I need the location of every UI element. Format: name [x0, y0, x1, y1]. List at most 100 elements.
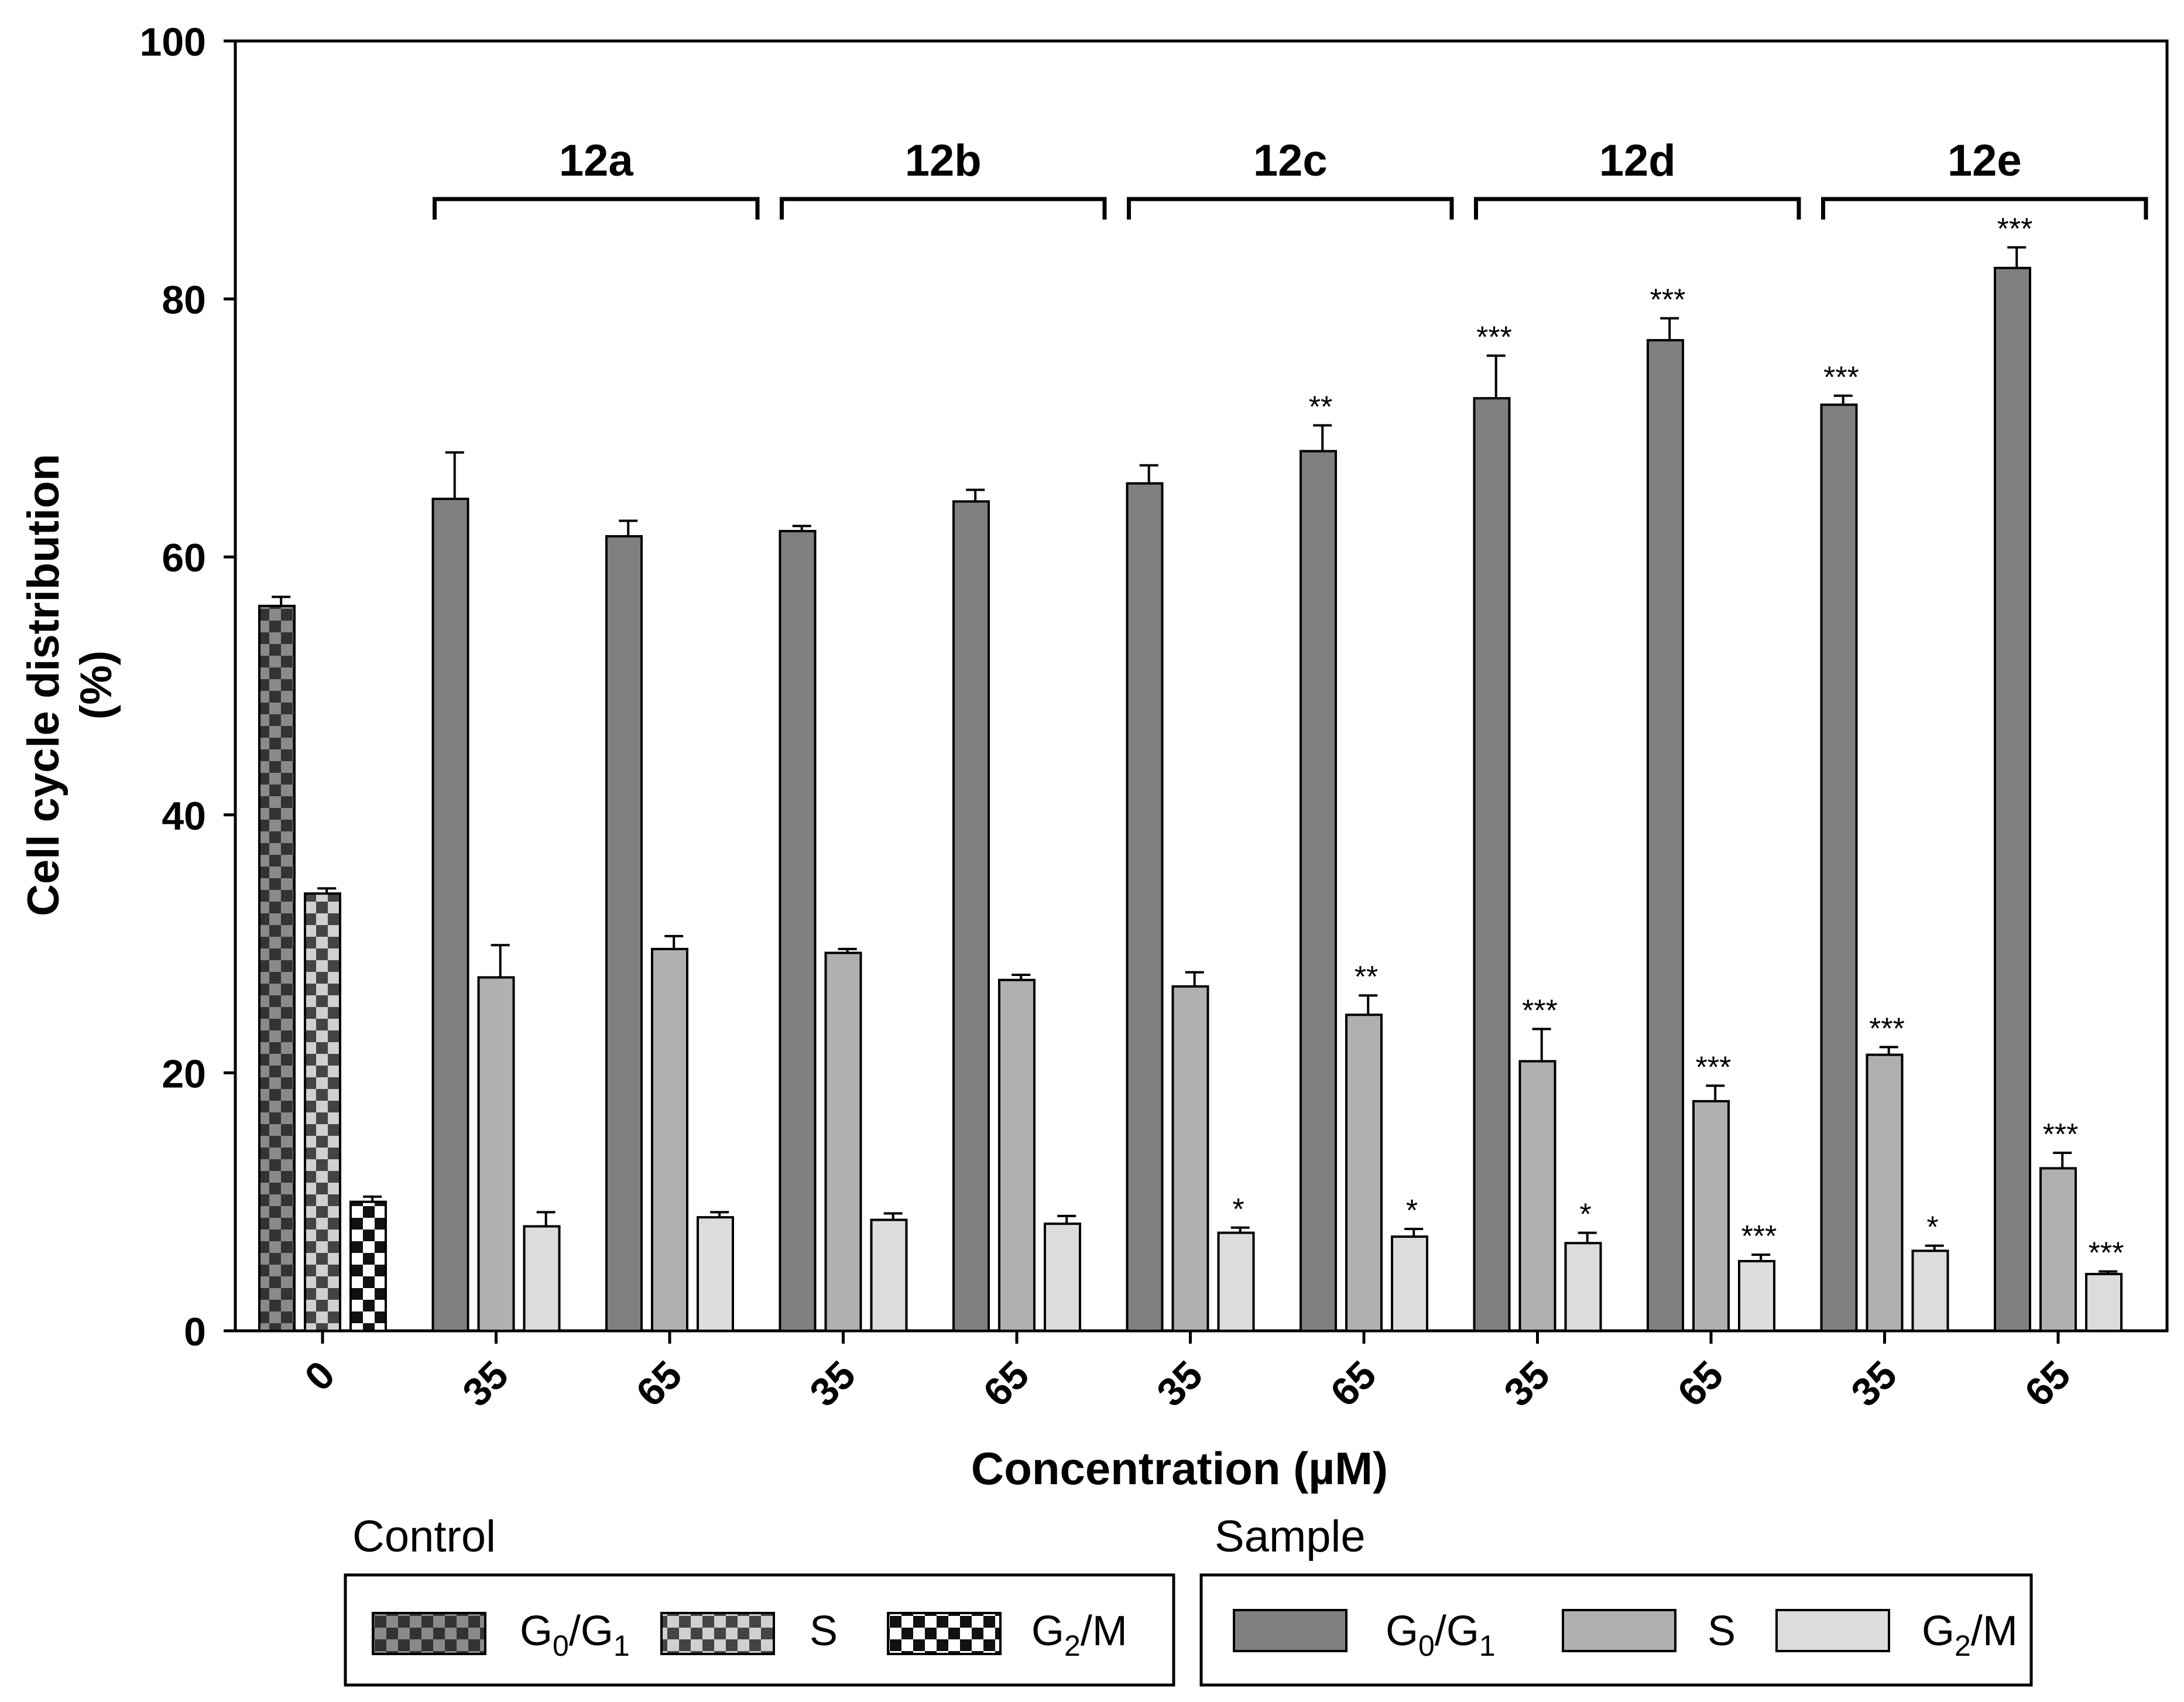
bar-g0-g1	[1126, 482, 1164, 1332]
x-tick-label: 35	[801, 1352, 864, 1415]
significance-mark: ***	[1696, 1050, 1732, 1084]
group-bracket	[1474, 197, 1801, 220]
significance-mark: ***	[1997, 212, 2033, 246]
group-brackets: 12a 12b 12c 12d 12e	[433, 136, 2148, 220]
legend-swatch-sample	[1562, 1609, 1676, 1652]
bars	[258, 266, 2123, 1333]
x-tick-label: 65	[1669, 1352, 1732, 1415]
bar-s	[1171, 985, 1209, 1332]
bar-g0-g1	[1473, 397, 1511, 1333]
bar-g2-m	[523, 1225, 561, 1332]
significance-mark: ***	[1650, 283, 1686, 317]
bar-g0-g1	[952, 500, 990, 1333]
bar-g0-g1	[605, 535, 643, 1332]
bar-s	[1345, 1013, 1383, 1332]
bar-g2-m	[349, 1200, 387, 1332]
x-tick-label: 35	[1843, 1352, 1905, 1415]
significance-marks: **************************************	[1232, 212, 2124, 1270]
legend-label: G2/M	[1031, 1608, 1127, 1662]
legend-entries: G0/G1 G0/G1 S S G2/M G2/M	[372, 1608, 2018, 1662]
bar-g2-m	[1738, 1260, 1775, 1333]
legend-swatch-sample	[1775, 1609, 1890, 1652]
bar-s	[2039, 1167, 2077, 1332]
bar-s	[1866, 1053, 1904, 1332]
group-label: 12c	[1253, 136, 1328, 186]
significance-mark: **	[1309, 390, 1332, 424]
group-bracket	[1127, 197, 1454, 220]
x-tick-label: 35	[1496, 1352, 1558, 1415]
y-tick-label: 60	[162, 536, 206, 580]
bar-s	[651, 947, 688, 1332]
y-tick-label: 40	[162, 794, 206, 838]
bar-g0-g1	[258, 604, 296, 1332]
bar-g0-g1	[1994, 266, 2031, 1332]
bar-g2-m	[870, 1218, 908, 1332]
bar-g0-g1	[1820, 403, 1858, 1332]
group-bracket	[780, 197, 1107, 220]
legend-label: S	[810, 1608, 838, 1655]
legend-label: S	[1708, 1608, 1736, 1655]
significance-mark: ***	[1476, 321, 1512, 355]
legend-label: G0/G1	[1386, 1608, 1496, 1662]
legend-label: G2/M	[1922, 1608, 2018, 1662]
significance-mark: ***	[1522, 994, 1558, 1028]
x-tick-label: 35	[454, 1352, 517, 1415]
group-bracket	[433, 197, 760, 220]
bar-g2-m	[2085, 1273, 2123, 1333]
significance-mark: *	[1232, 1193, 1244, 1227]
y-tick-label: 80	[162, 278, 206, 323]
x-tick-label: 35	[1148, 1352, 1211, 1415]
significance-mark: *	[1926, 1211, 1938, 1245]
bar-s	[1518, 1060, 1556, 1332]
significance-mark: *	[1406, 1194, 1418, 1228]
bar-s	[824, 951, 862, 1332]
x-tick-label: 65	[975, 1352, 1037, 1415]
y-tick-label: 0	[184, 1310, 206, 1354]
bar-g2-m	[1911, 1249, 1949, 1333]
x-tick-labels: 0 35 65 35 65 35 65 35 65 35 65	[296, 1352, 2079, 1415]
significance-mark: **	[1355, 960, 1378, 994]
y-tick-label: 100	[140, 20, 206, 64]
bar-g2-m	[1564, 1242, 1602, 1333]
error-bars	[272, 246, 2118, 1275]
group-label: 12b	[905, 136, 982, 186]
group-label: 12a	[559, 136, 634, 186]
group-bracket	[1821, 197, 2148, 220]
y-tick-label: 20	[162, 1052, 206, 1096]
significance-mark: ***	[2089, 1237, 2124, 1270]
bar-s	[477, 976, 515, 1333]
bar-s	[1692, 1100, 1730, 1332]
x-axis-title: Concentration (µM)	[971, 1443, 1388, 1494]
significance-mark: ***	[1741, 1220, 1777, 1254]
y-axis-title-line2: (%)	[71, 650, 121, 720]
legend-control-title: Control	[352, 1512, 496, 1561]
x-tick-label: 65	[2016, 1352, 2079, 1415]
group-label: 12d	[1599, 136, 1676, 186]
legend-label: G0/G1	[520, 1608, 630, 1662]
legend-swatch-control	[887, 1612, 1002, 1655]
legend-swatch-control	[372, 1612, 486, 1655]
legend-swatch-sample	[1233, 1609, 1348, 1652]
x-tick-label: 65	[1322, 1352, 1384, 1415]
bar-g2-m	[1391, 1235, 1428, 1332]
significance-mark: *	[1579, 1198, 1591, 1232]
significance-mark: ***	[1823, 361, 1859, 395]
bar-g0-g1	[779, 530, 817, 1332]
x-tick-label: 0	[296, 1352, 343, 1399]
significance-mark: ***	[1869, 1012, 1905, 1046]
bar-g0-g1	[1300, 450, 1337, 1333]
bar-g0-g1	[1647, 339, 1684, 1333]
group-label: 12e	[1948, 136, 2022, 186]
legend-swatch-control	[660, 1612, 775, 1655]
axis-ticks: 0 20 40 60 80 100	[140, 20, 2060, 1354]
y-axis-title-line1: Cell cycle distribution	[19, 454, 68, 916]
bar-g2-m	[697, 1216, 734, 1332]
legend-sample-title: Sample	[1215, 1512, 1366, 1561]
x-tick-label: 65	[628, 1352, 690, 1415]
bar-g0-g1	[431, 498, 469, 1333]
bar-g2-m	[1044, 1222, 1081, 1332]
bar-g2-m	[1217, 1231, 1255, 1333]
bar-s	[304, 892, 341, 1332]
bar-s	[998, 978, 1036, 1333]
